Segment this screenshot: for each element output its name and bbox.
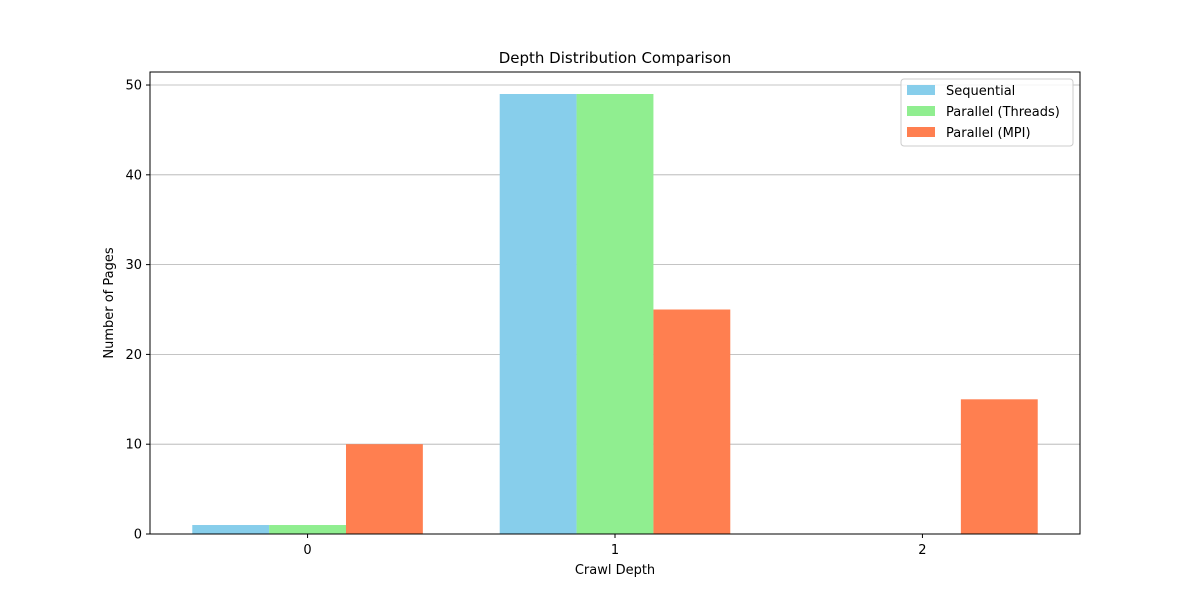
bar	[576, 94, 654, 534]
y-tick-label: 10	[125, 438, 142, 453]
y-tick-label: 0	[134, 528, 142, 543]
legend-box	[900, 78, 1074, 147]
chart-title: Depth Distribution Comparison	[499, 49, 732, 67]
bar	[192, 525, 270, 534]
bar	[960, 399, 1038, 534]
x-axis-label: Crawl Depth	[575, 563, 655, 578]
bar	[653, 309, 731, 534]
bar	[269, 525, 346, 534]
legend-swatch	[907, 106, 935, 116]
legend-label: Sequential	[946, 84, 1015, 99]
legend-label: Parallel (MPI)	[946, 126, 1031, 141]
legend-swatch	[907, 127, 935, 137]
bar	[345, 444, 423, 534]
bars	[192, 94, 1038, 534]
legend: Sequential Parallel (Threads) Parallel (MP…	[900, 78, 1074, 147]
bar	[499, 94, 577, 534]
y-axis-ticks: 0 10 20 30 40 50	[125, 79, 150, 543]
legend-label: Parallel (Threads)	[946, 105, 1060, 120]
x-tick-label: 0	[303, 543, 311, 558]
x-axis-ticks: 0 1 2	[303, 534, 927, 558]
legend-swatch	[907, 85, 935, 95]
x-tick-label: 1	[611, 543, 619, 558]
y-tick-label: 50	[125, 79, 142, 94]
y-axis-label: Number of Pages	[102, 247, 117, 358]
y-tick-label: 30	[125, 258, 142, 273]
x-tick-label: 2	[918, 543, 926, 558]
y-tick-label: 40	[125, 168, 142, 183]
y-tick-label: 20	[125, 348, 142, 363]
